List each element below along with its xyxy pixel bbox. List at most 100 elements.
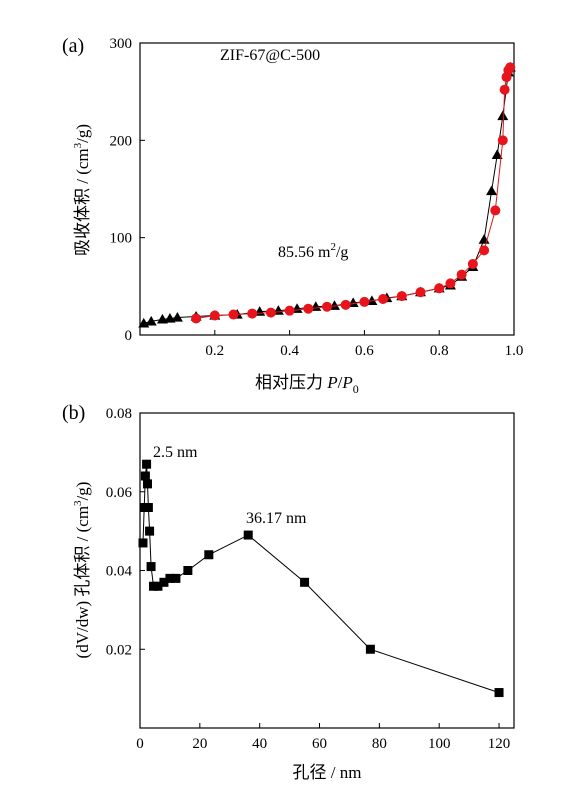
x-tick-label: 120: [488, 736, 511, 752]
desorption-point: [456, 269, 467, 280]
panel-b-ticks: 0 20 40 60 80 100 120 0.02 0.04 0.06 0.08: [106, 406, 511, 752]
y-tick-label: 300: [110, 36, 133, 52]
pore-distribution-point: [204, 550, 214, 560]
desorption-point: [434, 283, 445, 294]
pore-distribution-point: [142, 459, 152, 469]
pore-distribution-point: [146, 562, 156, 572]
adsorption-point: [497, 110, 509, 121]
pore-distribution-point: [165, 573, 175, 583]
panel-a-title: ZIF-67@C-500: [220, 47, 320, 64]
desorption-point: [209, 310, 220, 321]
x-tick-label: 20: [192, 736, 207, 752]
annotation-36-17-nm: 36.17 nm: [246, 510, 307, 527]
panel-b-y-axis-label: (dV/dw) 孔体积 / (cm3/g): [72, 482, 92, 659]
y-label-a-tail: /g): [73, 124, 92, 143]
adsorption-point: [491, 149, 503, 160]
panel-a-series: [138, 61, 516, 328]
pore-distribution-point: [153, 581, 163, 591]
y-label-b-main: (dV/dw) 孔体积 / (cm: [73, 506, 92, 659]
panel-a-x-axis-label: 相对压力 P/P0: [255, 373, 359, 396]
y-label-a-superscript: 3: [72, 142, 84, 148]
x-tick-label: 0.2: [205, 343, 224, 359]
desorption-point: [497, 135, 508, 146]
desorption-point: [322, 301, 332, 312]
desorption-point: [378, 293, 389, 304]
y-label-a-main: 吸收体积 / (cm: [73, 148, 92, 256]
x-label-p: P: [326, 373, 337, 392]
pore-distribution-point: [171, 573, 181, 583]
desorption-point: [479, 245, 490, 256]
x-tick-label: 0.4: [280, 343, 299, 359]
pore-distribution-point: [243, 530, 253, 540]
pore-distribution-point: [365, 644, 375, 654]
pore-distribution-point: [494, 688, 504, 698]
y-tick-label: 0.02: [106, 642, 132, 658]
desorption-point: [265, 307, 276, 318]
y-tick-label: 0.04: [106, 564, 133, 580]
panel-a-label: (a): [62, 35, 84, 57]
panel-a-ticks: 0.2 0.4 0.6 0.8 1.0 0 100 200 300: [110, 36, 524, 359]
desorption-point: [490, 205, 501, 216]
surface-area-superscript: 2: [330, 241, 336, 253]
desorption-point: [445, 278, 456, 289]
surface-area-value: 85.56 m: [278, 244, 331, 261]
panel-a-plot-frame: [139, 42, 515, 336]
desorption-point: [303, 303, 314, 314]
adsorption-point: [145, 315, 157, 326]
panel-a-y-axis-label: 吸收体积 / (cm3/g): [72, 124, 92, 256]
pore-distribution-point: [140, 471, 150, 481]
x-tick-label: 0: [136, 736, 144, 752]
y-tick-label: 100: [110, 231, 133, 247]
panel-b-label: (b): [62, 402, 85, 424]
pore-distribution-point: [142, 479, 152, 489]
pore-distribution-point: [183, 566, 193, 575]
desorption-point: [467, 258, 478, 269]
annotation-2-5-nm: 2.5 nm: [153, 444, 198, 461]
panel-b-series: [138, 459, 504, 698]
desorption-line: [196, 67, 511, 319]
y-tick-label: 0: [125, 328, 133, 344]
x-label-slash: /: [338, 373, 343, 392]
adsorption-point: [486, 185, 498, 196]
pore-distribution-point: [159, 577, 169, 587]
x-tick-label: 100: [428, 736, 451, 752]
x-label-prefix: 相对压力: [255, 373, 327, 392]
panel-a-isotherm-chart: 0.2 0.4 0.6 0.8 1.0 0 100 200 300 (a) ZIF-67@C-5…: [62, 35, 523, 396]
desorption-point: [359, 296, 370, 307]
x-tick-label: 1.0: [505, 343, 524, 359]
y-tick-label: 0.06: [106, 485, 133, 501]
desorption-point: [228, 309, 239, 320]
x-tick-label: 0.6: [355, 343, 374, 359]
x-tick-label: 80: [372, 736, 387, 752]
desorption-point: [340, 299, 351, 310]
y-label-b-superscript: 3: [72, 500, 84, 506]
pore-distribution-line: [142, 464, 500, 694]
y-label-b-tail: /g): [73, 482, 92, 501]
surface-area-unit: /g: [336, 244, 348, 261]
adsorption-point: [164, 312, 176, 323]
desorption-point: [415, 287, 426, 298]
adsorption-point: [171, 311, 183, 322]
pore-distribution-point: [145, 526, 155, 536]
y-tick-label: 200: [110, 133, 133, 149]
adsorption-line: [143, 67, 511, 324]
pore-distribution-point: [143, 503, 153, 512]
y-tick-label: 0.08: [106, 406, 132, 422]
x-label-p0: P: [341, 373, 352, 392]
x-label-subscript: 0: [353, 382, 359, 396]
adsorption-point: [156, 313, 168, 324]
pore-distribution-point: [138, 538, 148, 548]
desorption-point: [284, 305, 295, 316]
x-tick-label: 0.8: [430, 343, 449, 359]
x-tick-label: 40: [252, 736, 267, 752]
panel-a-surface-area-annotation: 85.56 m2/g: [278, 241, 348, 261]
desorption-point: [247, 308, 258, 319]
desorption-point: [501, 72, 512, 83]
desorption-point: [191, 313, 202, 324]
pore-distribution-point: [300, 577, 310, 587]
desorption-point: [499, 84, 510, 95]
x-tick-label: 60: [312, 736, 327, 752]
panel-b-pore-distribution-chart: 0 20 40 60 80 100 120 0.02 0.04 0.06 0.08 (b) 2.5 …: [62, 402, 515, 782]
desorption-point: [396, 291, 407, 302]
